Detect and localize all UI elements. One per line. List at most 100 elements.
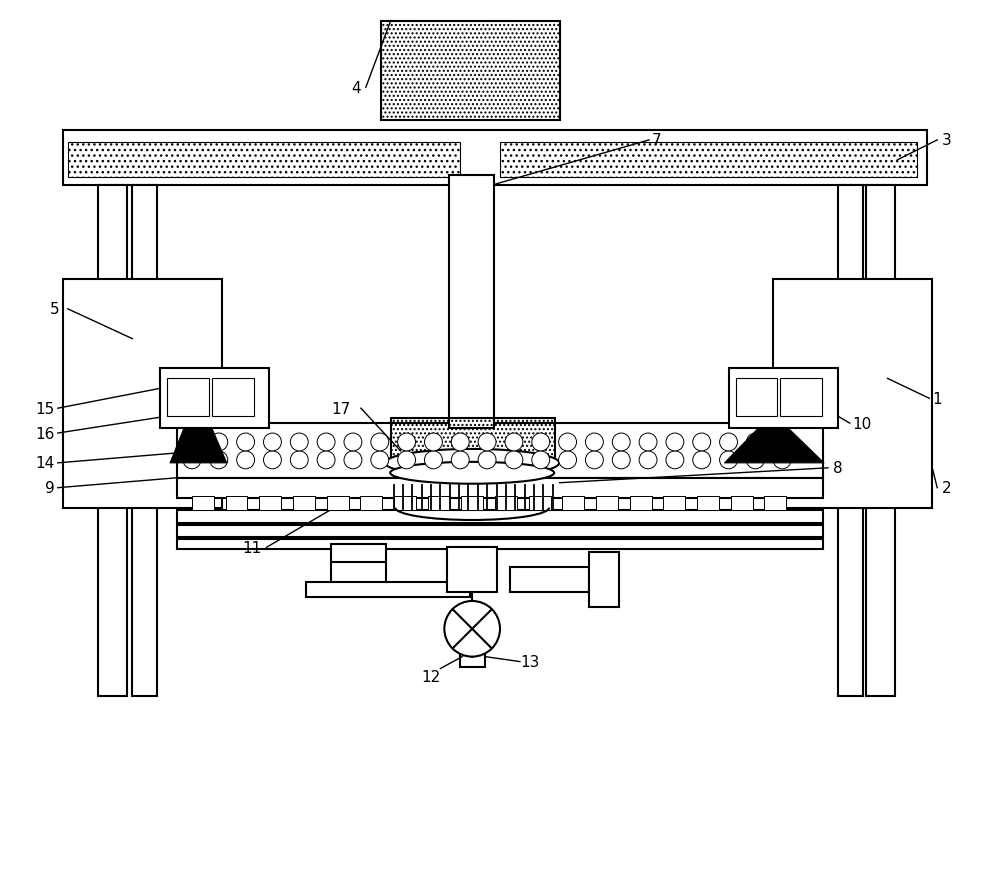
Circle shape xyxy=(639,434,657,451)
Bar xyxy=(293,496,315,510)
Bar xyxy=(428,496,450,510)
Circle shape xyxy=(612,434,630,451)
Text: 2: 2 xyxy=(942,480,952,495)
Circle shape xyxy=(559,434,577,451)
Bar xyxy=(360,496,382,510)
Text: 15: 15 xyxy=(36,401,55,416)
Circle shape xyxy=(371,434,389,451)
Circle shape xyxy=(693,434,711,451)
Bar xyxy=(177,510,823,524)
Bar xyxy=(177,479,823,498)
Circle shape xyxy=(424,451,442,469)
Circle shape xyxy=(264,434,281,451)
Bar xyxy=(500,143,917,177)
Circle shape xyxy=(344,451,362,469)
Bar xyxy=(449,176,494,428)
Circle shape xyxy=(478,434,496,451)
Bar xyxy=(306,582,470,597)
Text: 4: 4 xyxy=(351,81,361,96)
Circle shape xyxy=(720,434,737,451)
Circle shape xyxy=(424,434,442,451)
Circle shape xyxy=(183,451,201,469)
Text: 10: 10 xyxy=(853,416,872,431)
Bar xyxy=(461,496,483,510)
Bar xyxy=(212,379,254,417)
Bar xyxy=(529,496,551,510)
Bar xyxy=(192,496,214,510)
Bar xyxy=(68,143,460,177)
Bar xyxy=(381,22,560,121)
Bar xyxy=(98,185,127,696)
Circle shape xyxy=(639,451,657,469)
Circle shape xyxy=(585,434,603,451)
Circle shape xyxy=(317,434,335,451)
Circle shape xyxy=(505,434,523,451)
Bar xyxy=(177,540,823,550)
Text: 3: 3 xyxy=(942,133,952,148)
Text: 17: 17 xyxy=(331,401,351,416)
Bar xyxy=(866,185,895,696)
Circle shape xyxy=(532,434,550,451)
Circle shape xyxy=(317,451,335,469)
Bar xyxy=(177,526,823,537)
Bar xyxy=(460,649,485,666)
Circle shape xyxy=(210,434,228,451)
Bar xyxy=(764,496,786,510)
Circle shape xyxy=(290,451,308,469)
Bar xyxy=(630,496,652,510)
Bar xyxy=(838,185,863,696)
Circle shape xyxy=(773,434,791,451)
Circle shape xyxy=(478,451,496,469)
Bar xyxy=(562,496,584,510)
Bar xyxy=(780,379,822,417)
Bar xyxy=(331,544,386,563)
Circle shape xyxy=(666,451,684,469)
Text: 14: 14 xyxy=(36,456,55,471)
Bar xyxy=(226,496,247,510)
Circle shape xyxy=(773,451,791,469)
Circle shape xyxy=(451,451,469,469)
Circle shape xyxy=(532,451,550,469)
Bar xyxy=(259,496,281,510)
Bar xyxy=(495,496,517,510)
Circle shape xyxy=(746,451,764,469)
Bar xyxy=(167,379,209,417)
Circle shape xyxy=(210,451,228,469)
Circle shape xyxy=(505,451,523,469)
Text: 16: 16 xyxy=(35,426,55,441)
Circle shape xyxy=(451,434,469,451)
Polygon shape xyxy=(725,428,824,464)
Bar xyxy=(729,369,838,428)
Bar xyxy=(63,280,222,508)
Bar xyxy=(731,496,753,510)
Circle shape xyxy=(264,451,281,469)
Bar xyxy=(63,131,927,185)
Circle shape xyxy=(444,601,500,657)
Bar xyxy=(736,379,777,417)
Circle shape xyxy=(693,451,711,469)
Bar xyxy=(663,496,685,510)
Circle shape xyxy=(237,451,255,469)
Text: 12: 12 xyxy=(421,669,440,684)
Circle shape xyxy=(398,434,416,451)
Bar xyxy=(327,496,349,510)
Circle shape xyxy=(666,434,684,451)
Polygon shape xyxy=(170,428,227,464)
Circle shape xyxy=(183,434,201,451)
Bar xyxy=(132,185,157,696)
Bar xyxy=(394,496,416,510)
Circle shape xyxy=(398,451,416,469)
Bar xyxy=(773,280,932,508)
Circle shape xyxy=(746,434,764,451)
Bar xyxy=(447,548,497,593)
Circle shape xyxy=(290,434,308,451)
Bar xyxy=(589,552,619,608)
Text: 8: 8 xyxy=(833,461,843,476)
Text: 11: 11 xyxy=(242,540,261,555)
Circle shape xyxy=(585,451,603,469)
Circle shape xyxy=(371,451,389,469)
Text: 1: 1 xyxy=(932,392,942,407)
Text: 9: 9 xyxy=(45,480,55,495)
Text: 7: 7 xyxy=(652,133,662,148)
Bar xyxy=(510,567,589,593)
